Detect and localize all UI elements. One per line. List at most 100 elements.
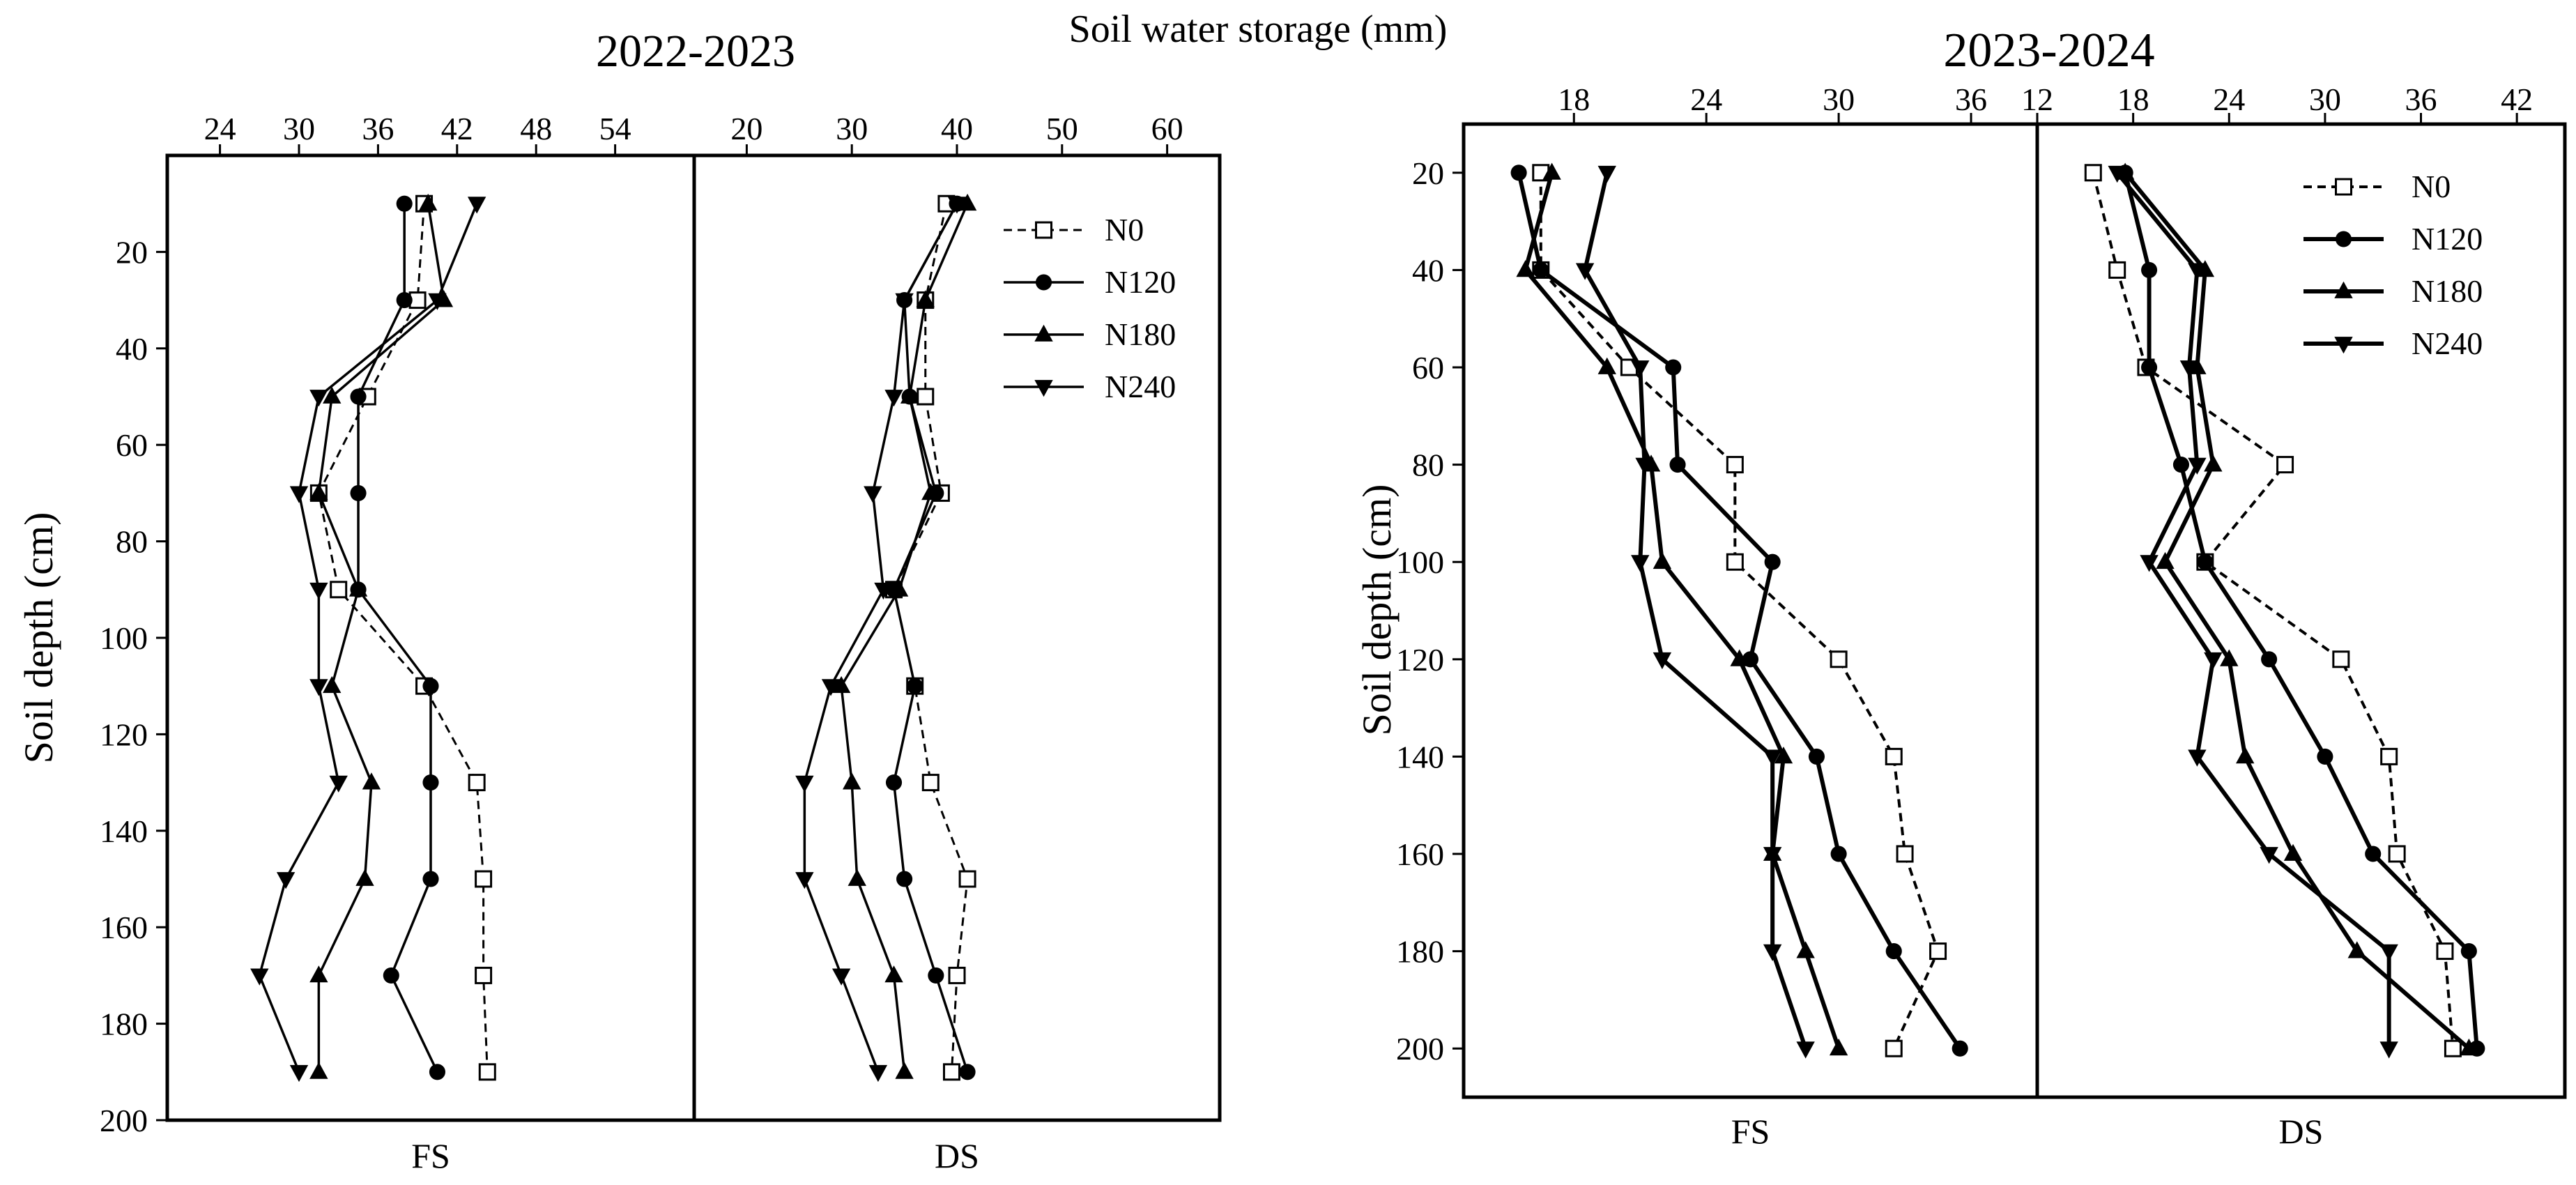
data-point bbox=[383, 967, 399, 984]
data-point bbox=[2156, 551, 2175, 569]
series-n0 bbox=[1532, 164, 1947, 1057]
x-tick-label: 50 bbox=[1046, 111, 1078, 146]
data-point bbox=[2276, 456, 2294, 474]
data-point bbox=[1653, 551, 1672, 569]
data-point bbox=[1510, 165, 1527, 181]
series-n240 bbox=[250, 197, 486, 1083]
chart-2022-2023: 2022-2023 Soil depth (cm) 20 40 60 80 100 120 14… bbox=[16, 26, 1222, 1175]
x-tick-label: 20 bbox=[730, 111, 762, 146]
data-point bbox=[795, 872, 814, 889]
data-point bbox=[1952, 1040, 1968, 1057]
data-point bbox=[1726, 553, 1744, 571]
y-tick-label: 200 bbox=[1396, 1031, 1444, 1066]
data-point bbox=[323, 675, 342, 694]
data-point bbox=[896, 871, 913, 887]
x-tick-label: 60 bbox=[1151, 111, 1183, 146]
legend-entry-n180: N180 bbox=[1004, 316, 1176, 352]
y-tick-label: 120 bbox=[100, 717, 148, 752]
series-line bbox=[892, 203, 969, 1073]
data-point bbox=[2236, 747, 2255, 764]
series-line bbox=[803, 203, 958, 1073]
data-point bbox=[884, 965, 903, 983]
chart-title: 2023-2024 bbox=[1943, 24, 2154, 77]
y-tick-label: 20 bbox=[116, 234, 148, 270]
data-point bbox=[1830, 650, 1848, 668]
legend-label: N120 bbox=[1105, 264, 1176, 300]
data-point bbox=[348, 579, 368, 597]
data-point bbox=[350, 484, 367, 501]
legend-entry-n120: N120 bbox=[1004, 264, 1176, 300]
data-point bbox=[928, 967, 944, 984]
x-tick-label: 24 bbox=[1690, 82, 1722, 117]
data-point bbox=[1669, 457, 1686, 473]
y-tick-label: 160 bbox=[100, 910, 148, 945]
legend-label: N0 bbox=[2412, 169, 2451, 204]
y-tick-label: 160 bbox=[1396, 836, 1444, 872]
data-point bbox=[289, 486, 309, 503]
legend-marker bbox=[1034, 324, 1053, 342]
data-point bbox=[2188, 457, 2207, 475]
data-point bbox=[2188, 749, 2207, 767]
data-point bbox=[864, 486, 882, 503]
data-point bbox=[2380, 747, 2398, 765]
series-line bbox=[258, 203, 478, 1073]
legend: N0 N120 N180 N240 bbox=[1004, 212, 1176, 404]
legend-marker bbox=[2334, 281, 2353, 298]
y-axis-label: Soil depth (cm) bbox=[1354, 484, 1400, 736]
data-point bbox=[330, 581, 348, 599]
x-tick-label: 30 bbox=[836, 111, 868, 146]
data-point bbox=[2188, 263, 2207, 280]
data-point bbox=[895, 1062, 914, 1079]
data-point bbox=[1635, 457, 1654, 475]
data-point bbox=[355, 869, 374, 886]
series-line bbox=[2123, 172, 2479, 1049]
data-point bbox=[1542, 162, 1561, 180]
data-point bbox=[1796, 941, 1815, 958]
x-tick-label: 30 bbox=[283, 111, 315, 146]
data-point bbox=[1730, 649, 1749, 666]
data-point bbox=[2179, 360, 2199, 378]
series-line bbox=[2123, 171, 2471, 1050]
y-tick-label: 200 bbox=[100, 1103, 148, 1138]
legend-marker bbox=[2335, 231, 2352, 247]
x-tick-label: 30 bbox=[1823, 82, 1855, 117]
x-tick-label: 24 bbox=[2213, 82, 2245, 117]
series-n180 bbox=[309, 193, 454, 1079]
series-n240 bbox=[1575, 165, 1815, 1059]
data-point bbox=[2283, 843, 2303, 861]
legend-entry-n0: N0 bbox=[1004, 212, 1144, 247]
data-point bbox=[329, 775, 348, 793]
data-point bbox=[429, 1064, 445, 1080]
data-point bbox=[1774, 747, 1793, 764]
series-line bbox=[317, 203, 445, 1072]
data-point bbox=[309, 483, 328, 500]
data-point bbox=[1763, 944, 1782, 961]
data-point bbox=[1575, 263, 1595, 280]
legend-entry-n240: N240 bbox=[2303, 326, 2483, 361]
data-point bbox=[2379, 944, 2398, 961]
y-tick-label: 140 bbox=[1396, 739, 1444, 774]
data-point bbox=[1533, 261, 1549, 278]
series-line bbox=[1517, 172, 1962, 1050]
x-tick-label: 42 bbox=[441, 111, 473, 146]
y-tick-label: 40 bbox=[1412, 252, 1444, 288]
data-point bbox=[1796, 1041, 1815, 1059]
data-point bbox=[831, 675, 851, 694]
data-point bbox=[959, 1064, 976, 1080]
y-tick-label: 20 bbox=[1412, 155, 1444, 191]
data-point bbox=[2261, 651, 2278, 668]
series-line bbox=[840, 203, 969, 1072]
series-n180 bbox=[831, 193, 977, 1079]
x-tick-label: 24 bbox=[204, 111, 236, 146]
y-tick-label: 180 bbox=[1396, 934, 1444, 970]
x-tick-label: 36 bbox=[362, 111, 394, 146]
y-tick-label: 100 bbox=[1396, 544, 1444, 580]
series-line bbox=[1523, 172, 1841, 1050]
legend-label: N120 bbox=[2412, 221, 2483, 257]
data-point bbox=[475, 870, 493, 888]
data-point bbox=[1763, 749, 1782, 767]
data-point bbox=[362, 772, 381, 790]
x-tick-label: 18 bbox=[2117, 82, 2149, 117]
data-point bbox=[1597, 357, 1616, 374]
data-point bbox=[889, 579, 909, 597]
